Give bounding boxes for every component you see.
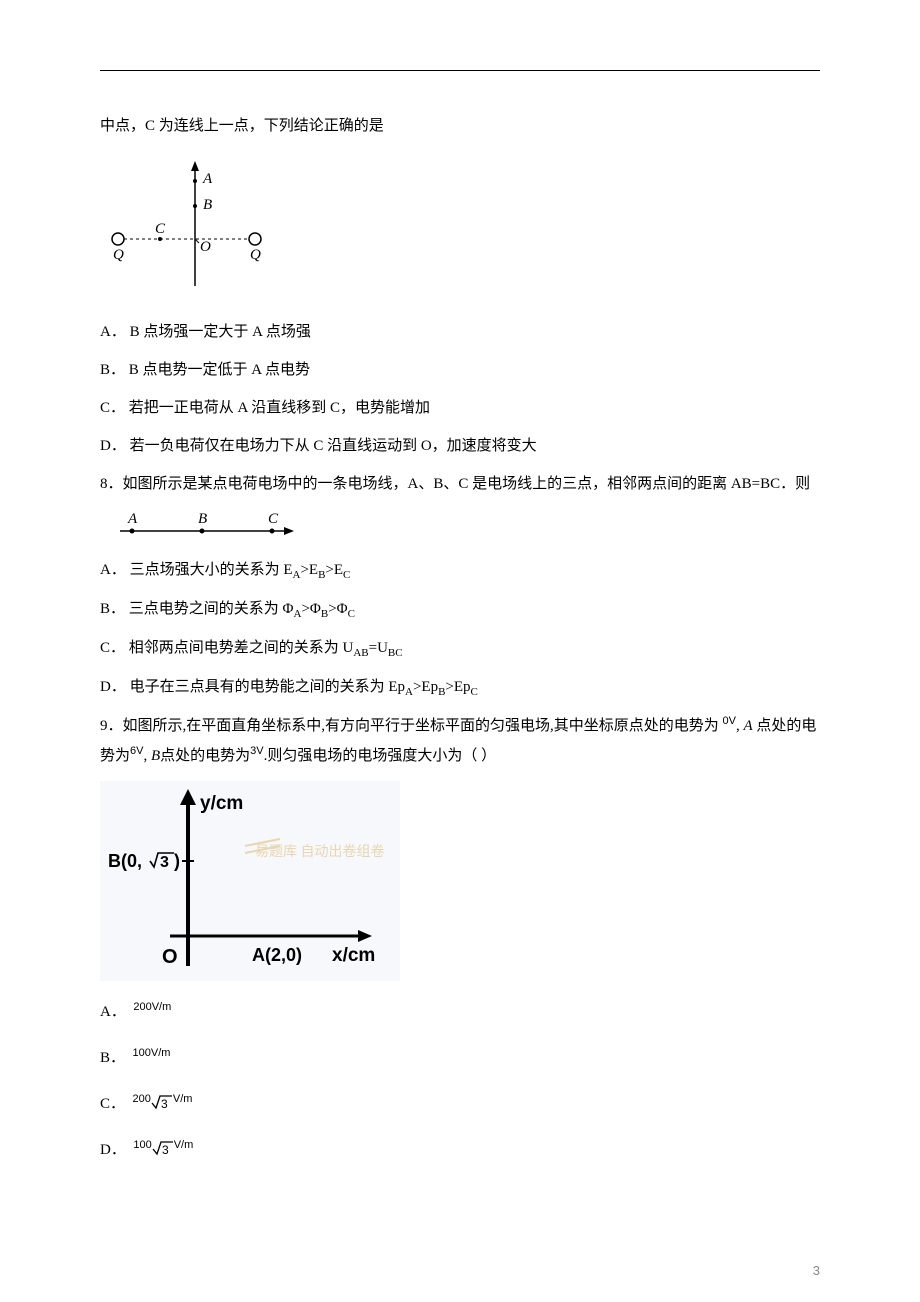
q9D-label: D． — [100, 1142, 126, 1158]
q8C-subAB: AB — [353, 647, 368, 659]
q7-label-B: B — [203, 197, 212, 213]
q7-option-A: A． B 点场强一定大于 A 点场强 — [100, 317, 820, 347]
q9C-pre: 200 — [133, 1093, 151, 1105]
q7-option-B: B． B 点电势一定低于 A 点电势 — [100, 355, 820, 385]
sqrt-icon: 3 — [152, 1140, 174, 1156]
q9-option-B: B． 100V/m — [100, 1043, 820, 1073]
q9-label-y: y/cm — [200, 793, 243, 814]
q8B-pre: B． 三点电势之间的关系为 Φ — [100, 601, 293, 617]
q8A-subC: C — [343, 569, 350, 581]
q9-label-x: x/cm — [332, 945, 375, 966]
q9C-label: C． — [100, 1096, 125, 1112]
page-number: 3 — [813, 1263, 820, 1278]
q9B-val: 100V/m — [133, 1047, 171, 1059]
sqrt-icon: 3 — [151, 1094, 173, 1110]
q9C-post: V/m — [173, 1093, 193, 1105]
q9-B: B — [151, 748, 160, 764]
top-rule — [100, 70, 820, 71]
q8-option-A: A． 三点场强大小的关系为 EA>EB>EC — [100, 555, 820, 586]
q8C-eq: =U — [369, 640, 388, 656]
q9-label-B-sqrt: 3 — [160, 854, 169, 871]
q9-option-D: D． 100 3 V/m — [100, 1135, 820, 1165]
q7-label-Q2: Q — [250, 247, 261, 263]
q8D-subC: C — [471, 686, 478, 698]
q8C-pre: C． 相邻两点间电势差之间的关系为 U — [100, 640, 353, 656]
q9-stem: 9．如图所示,在平面直角坐标系中,有方向平行于坐标平面的匀强电场,其中坐标原点处… — [100, 711, 820, 771]
q9A-label: A． — [100, 1004, 126, 1020]
q9-svg: 易题库 自动出卷组卷 y/cm x/cm A(2,0) O B(0, 3 ) — [100, 781, 400, 981]
q9C-sqrt: 3 — [161, 1097, 168, 1110]
page-container: 中点，C 为连线上一点，下列结论正确的是 A B C O Q Q A． — [0, 0, 920, 1302]
q8-label-A: A — [127, 511, 138, 527]
q8B-m1: >Φ — [301, 601, 320, 617]
q8B-subC: C — [348, 608, 355, 620]
q9-label-B-close: ) — [174, 851, 180, 871]
q9-option-A: A． 200V/m — [100, 997, 820, 1027]
q8A-m1: >E — [300, 562, 318, 578]
q9D-post: V/m — [174, 1139, 194, 1151]
q9-s4: , — [143, 748, 151, 764]
q8A-pre: A． 三点场强大小的关系为 E — [100, 562, 293, 578]
q7-continuation: 中点，C 为连线上一点，下列结论正确的是 — [100, 111, 820, 141]
q8A-m2: >E — [325, 562, 343, 578]
q8-stem: 8．如图所示是某点电荷电场中的一条电场线，A、B、C 是电场线上的三点，相邻两点… — [100, 469, 820, 499]
q7-option-C: C． 若把一正电荷从 A 沿直线移到 C，电势能增加 — [100, 393, 820, 423]
q8D-subA: A — [405, 686, 413, 698]
q7-svg: A B C O Q Q — [100, 151, 270, 301]
q9-option-C: C． 200 3 V/m — [100, 1089, 820, 1119]
q8-option-C: C． 相邻两点间电势差之间的关系为 UAB=UBC — [100, 633, 820, 664]
q9-sixV: 6V — [130, 745, 143, 757]
q9-label-A: A(2,0) — [252, 945, 302, 965]
q8-label-C: C — [268, 511, 279, 527]
q9-threeV: 3V — [250, 745, 263, 757]
q8D-pre: D． 电子在三点具有的电势能之间的关系为 Ep — [100, 679, 405, 695]
q9-figure: 易题库 自动出卷组卷 y/cm x/cm A(2,0) O B(0, 3 ) — [100, 781, 820, 981]
q9-zeroV: 0V — [723, 715, 736, 727]
q8-svg: A B C — [112, 509, 302, 539]
q8D-m1: >Ep — [413, 679, 438, 695]
q9-s6: .则匀强电场的电场强度大小为（ ） — [264, 748, 497, 764]
q9B-label: B． — [100, 1050, 125, 1066]
q9-s1: 9．如图所示,在平面直角坐标系中,有方向平行于坐标平面的匀强电场,其中坐标原点处… — [100, 718, 719, 734]
q8C-subBC: BC — [388, 647, 403, 659]
q8-option-B: B． 三点电势之间的关系为 ΦA>ΦB>ΦC — [100, 594, 820, 625]
q9-label-B-pre: B(0, — [108, 851, 142, 871]
q7-label-Q1: Q — [113, 247, 124, 263]
q9-A: A — [743, 718, 752, 734]
q7-option-D: D． 若一负电荷仅在电场力下从 C 沿直线运动到 O，加速度将变大 — [100, 431, 820, 461]
q9A-val: 200V/m — [133, 1001, 171, 1013]
q7-figure: A B C O Q Q — [100, 151, 820, 301]
q9-s5: 点处的电势为 — [160, 748, 250, 764]
q9D-pre: 100 — [133, 1139, 151, 1151]
q8D-m2: >Ep — [445, 679, 470, 695]
q9-label-O: O — [162, 946, 178, 968]
q8-label-B: B — [198, 511, 207, 527]
q8-figure: A B C — [112, 509, 820, 539]
q8B-m2: >Φ — [328, 601, 347, 617]
q7-label-C: C — [155, 221, 166, 237]
q8-option-D: D． 电子在三点具有的电势能之间的关系为 EpA>EpB>EpC — [100, 672, 820, 703]
q7-label-A: A — [202, 171, 213, 187]
q9D-sqrt: 3 — [162, 1143, 169, 1156]
q7-label-O: O — [200, 239, 211, 255]
